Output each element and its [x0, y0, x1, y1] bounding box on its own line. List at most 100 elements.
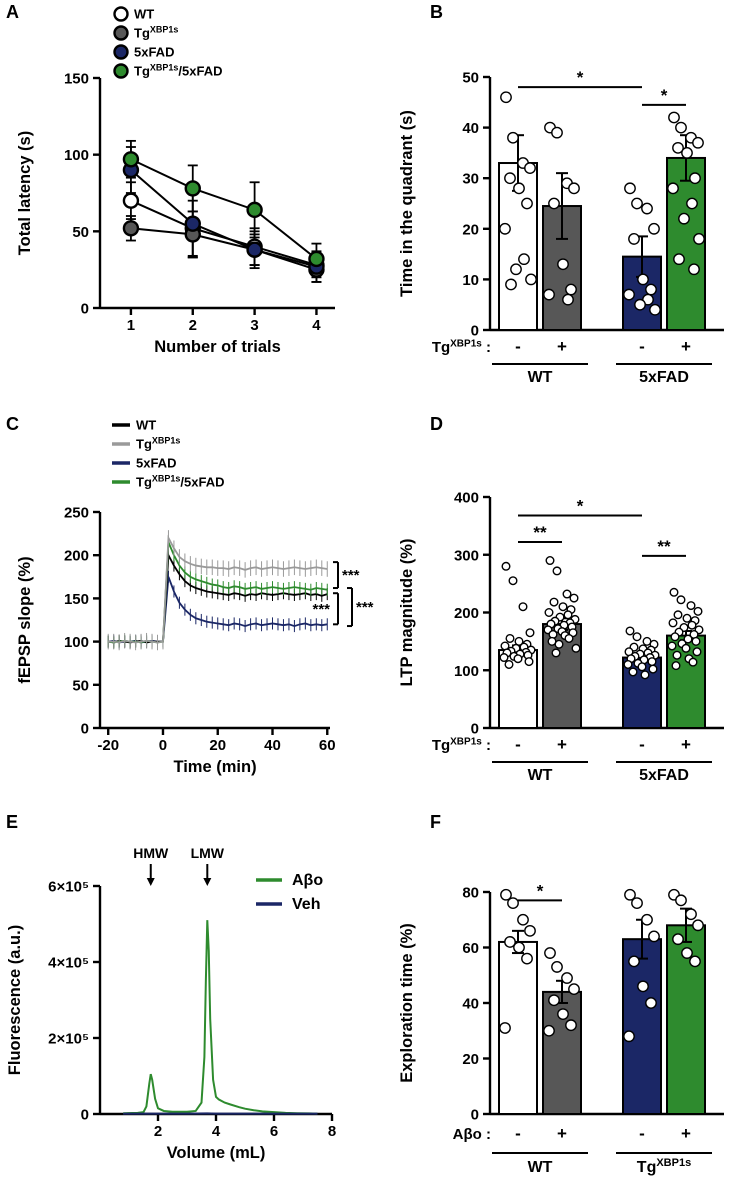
legend-label: WT	[136, 418, 156, 433]
panel-a: 0 50 100 150 1 2 3 4 Total latency (s) Number of …	[16, 6, 335, 356]
data-point	[675, 894, 687, 907]
data-point	[688, 657, 698, 667]
x-axis-label: Volume (mL)	[167, 1144, 266, 1162]
data-point	[507, 131, 519, 144]
factor-row-label: TgXBP1s :	[432, 736, 491, 754]
data-point	[524, 657, 534, 667]
group-label: WT	[528, 767, 553, 784]
condition-sign-label: +	[681, 735, 691, 754]
data-point	[647, 657, 657, 667]
y-tick-label: 50	[72, 224, 89, 241]
data-point	[517, 913, 529, 926]
x-axis-label: Number of trials	[154, 338, 281, 356]
series-line-1	[130, 227, 317, 271]
bar-2	[622, 938, 662, 1115]
y-tick-label: 10	[462, 272, 479, 289]
data-point	[648, 930, 660, 943]
data-point	[669, 587, 679, 597]
y-tick-label: 100	[454, 663, 479, 680]
data-point	[667, 182, 679, 195]
panel-c: 0 50 100 150 200 250 -20 0 20 40 60 fEPSP slope (%)…	[16, 418, 374, 777]
y-tick-label: 40	[462, 996, 479, 1013]
data-point	[645, 997, 657, 1009]
y-tick-label: 50	[462, 70, 479, 87]
significance-label: *	[661, 86, 668, 105]
significance-label: ***	[356, 599, 374, 616]
data-point	[623, 288, 635, 301]
data-point	[673, 610, 683, 620]
data-point	[500, 888, 512, 901]
y-tick-label: 50	[72, 677, 89, 694]
data-point	[628, 233, 640, 245]
significance-label: *	[537, 881, 544, 900]
data-point	[692, 919, 704, 932]
data-point	[505, 278, 517, 291]
data-point	[568, 983, 580, 996]
data-point	[640, 670, 650, 680]
data-point	[554, 639, 564, 649]
y-tick-label: 200	[454, 605, 479, 622]
panel-letter-c: C	[6, 414, 19, 434]
x-tick-label: 4	[312, 317, 321, 334]
condition-sign-label: -	[639, 735, 645, 754]
data-point	[675, 121, 687, 134]
data-point	[628, 667, 638, 677]
data-point	[544, 607, 554, 617]
data-point	[548, 994, 560, 1007]
data-point	[513, 654, 523, 664]
significance-label: ***	[342, 567, 360, 584]
panel-letter-e: E	[6, 812, 19, 832]
y-tick-label: 0	[81, 301, 89, 318]
data-point	[641, 202, 653, 215]
data-point	[552, 566, 562, 576]
data-point	[518, 602, 528, 612]
y-tick-label: 0	[81, 721, 89, 738]
factor-row-label: Aβo :	[453, 1126, 491, 1143]
peak-annotation-label: LMW	[191, 845, 225, 861]
y-tick-label: 20	[462, 221, 479, 238]
data-point	[543, 1024, 555, 1037]
data-point	[543, 288, 555, 301]
panel-letter-d: D	[430, 414, 443, 434]
group-label: WT	[528, 1159, 553, 1176]
x-tick-label: 2	[154, 1123, 162, 1140]
series-marker	[122, 192, 140, 209]
data-point	[558, 602, 568, 612]
data-point	[689, 955, 701, 968]
data-point	[649, 303, 661, 316]
data-point	[667, 641, 677, 651]
y-tick-label: 100	[64, 634, 89, 651]
data-point	[681, 146, 693, 159]
data-point	[623, 1030, 635, 1043]
data-point	[561, 972, 573, 984]
data-point	[565, 1019, 577, 1032]
x-tick-label: 2	[189, 317, 197, 334]
data-point	[641, 913, 653, 926]
data-point	[625, 626, 635, 636]
data-point	[508, 576, 518, 586]
x-tick-label: -20	[97, 737, 119, 754]
data-point	[500, 91, 512, 104]
data-point	[624, 182, 636, 195]
significance-label: **	[657, 537, 671, 556]
data-point	[672, 650, 682, 660]
legend-label: TgXBP1s/5xFAD	[136, 474, 225, 490]
legend-label: 5xFAD	[134, 45, 174, 60]
data-point	[565, 283, 577, 296]
data-point	[557, 258, 569, 271]
data-point	[551, 648, 561, 658]
data-point	[682, 613, 692, 623]
series-marker	[184, 215, 201, 232]
data-point	[568, 182, 580, 195]
data-point	[692, 136, 704, 149]
condition-sign-label: -	[515, 735, 521, 754]
data-point	[525, 273, 537, 286]
y-tick-label: 30	[462, 171, 479, 188]
data-point	[692, 647, 702, 657]
data-point	[631, 897, 643, 910]
data-point	[548, 197, 560, 210]
data-point	[693, 606, 703, 616]
significance-label: ***	[312, 601, 330, 618]
